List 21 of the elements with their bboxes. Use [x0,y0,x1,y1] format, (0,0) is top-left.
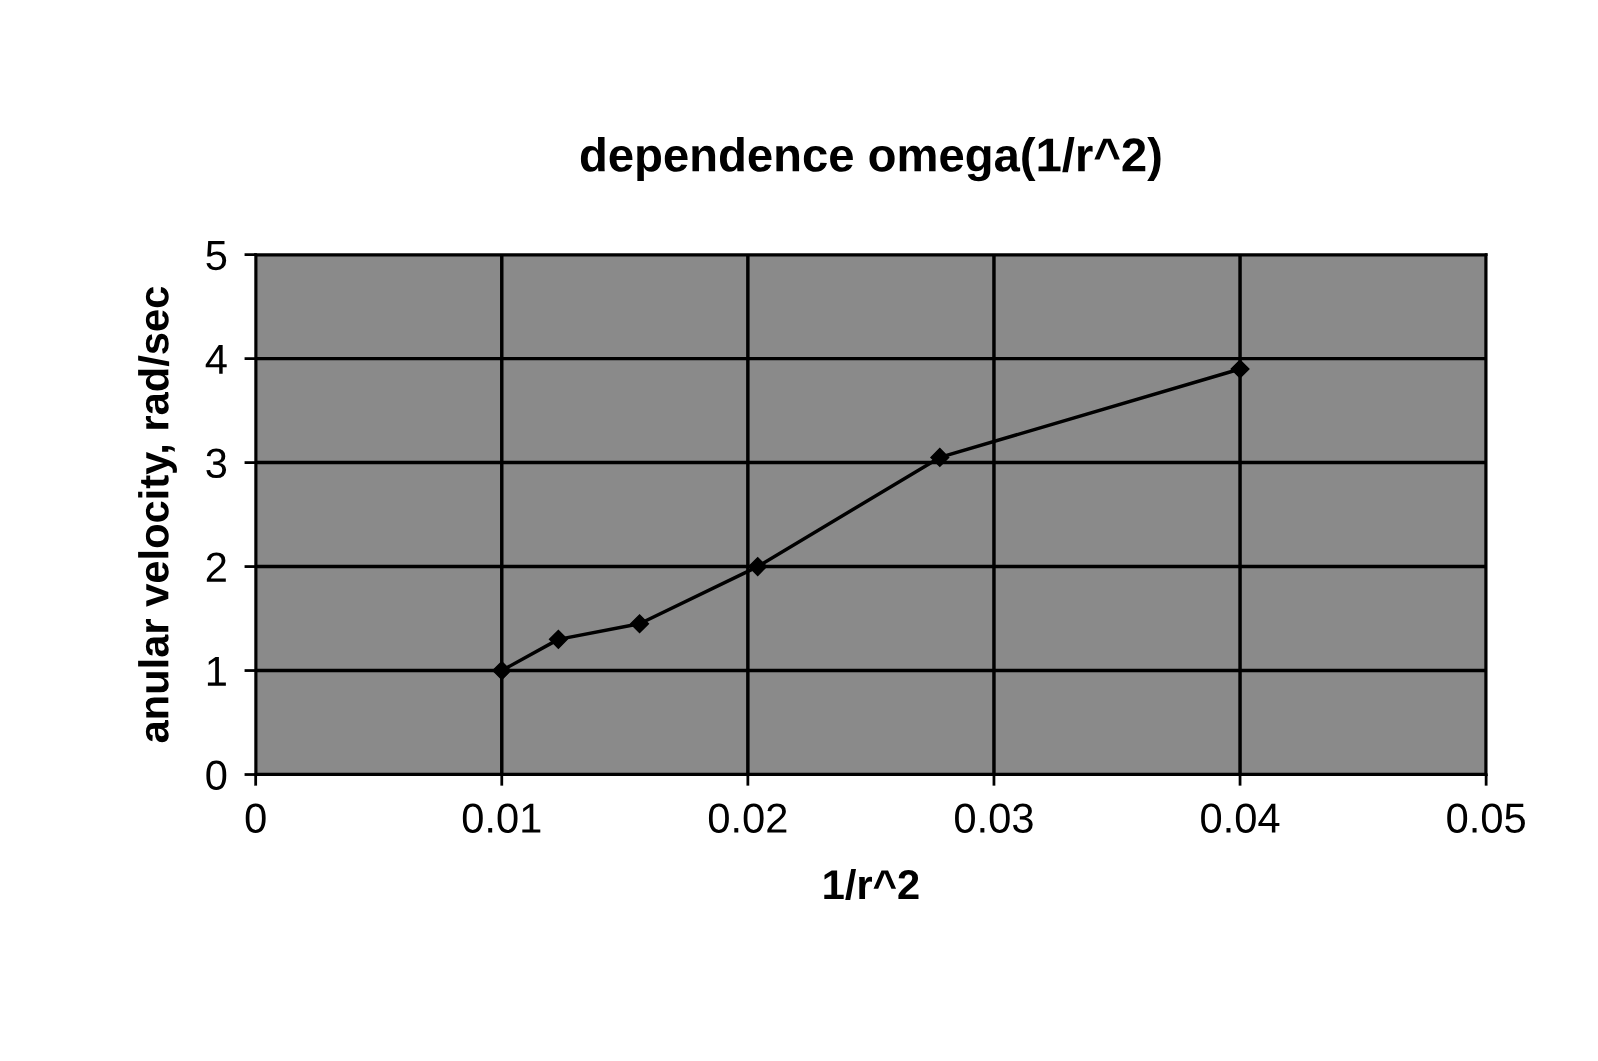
x-tick-label: 0.05 [1447,803,1525,833]
x-tick-label: 0.01 [462,803,541,833]
y-tick-label: 3 [206,448,227,479]
x-axis-title: 1/r^2 [824,868,919,900]
y-tick-label: 5 [206,241,227,271]
y-tick-label: 0 [206,760,227,791]
point [492,661,512,681]
point [548,629,568,649]
y-tick-label: 4 [205,345,227,374]
chart-title: dependence omega(1/r^2) [580,137,1161,182]
y-tick-label: 2 [206,552,226,582]
y-tick-label: 1 [207,656,226,686]
point [630,614,650,634]
x-tick-label: 0.04 [1201,803,1280,833]
point [748,557,768,577]
y-axis-title: anular velocity, rad/sec [138,286,177,743]
x-tick-label: 0.03 [955,803,1033,833]
point [1230,359,1250,379]
x-tick-label: 0 [245,803,266,833]
x-tick-label: 0.02 [708,803,787,833]
point [930,447,950,467]
